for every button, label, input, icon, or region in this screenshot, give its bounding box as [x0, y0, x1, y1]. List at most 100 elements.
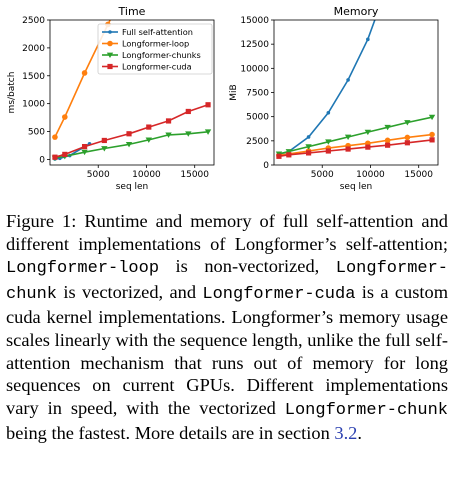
time-title: Time	[118, 5, 146, 18]
memory-y-axis-label: MiB	[229, 84, 239, 100]
memory-point-longformer-cuda	[325, 148, 331, 154]
legend-box	[97, 23, 213, 75]
memory-point-longformer-chunks	[384, 124, 391, 131]
legend-marker-longformer-loop	[107, 40, 113, 47]
legend-label-full-self-attention: Full self-attention	[122, 27, 193, 37]
memory-point-longformer-chunks	[285, 149, 293, 155]
time-point-longformer-cuda	[101, 137, 107, 144]
time-point-longformer-chunks	[101, 146, 108, 152]
legend-marker-longformer-chunks	[106, 52, 114, 58]
memory-point-longformer-chunks	[404, 120, 411, 126]
memory-chart: Memory 5000 10000 15000 0 2500 5000 7500 10000 12…	[229, 4, 439, 192]
caption-text-5: being the fastest. More details are in s…	[6, 423, 335, 444]
time-point-longformer-cuda	[52, 154, 58, 160]
time-point-longformer-chunks	[204, 129, 212, 135]
memory-point-longformer-chunks	[305, 144, 312, 150]
time-point-longformer-cuda	[185, 108, 191, 115]
time-point-longformer-chunks	[185, 131, 192, 137]
time-point-longformer-chunks	[125, 141, 133, 148]
charts-svg: Time 5000 10000 15000 0 500 1000 1500 2000 2500 se…	[7, 4, 439, 192]
time-x-tick-label: 5000	[87, 170, 110, 180]
memory-y-tick-label: 7500	[246, 89, 269, 99]
memory-series-longformer-cuda	[276, 137, 435, 159]
legend: Full self-attentionLongformer-loopLongfo…	[97, 23, 213, 75]
memory-point-longformer-loop	[429, 131, 435, 138]
legend-label-longformer-loop: Longformer-loop	[122, 39, 189, 49]
memory-y-tick-label: 0	[263, 161, 269, 171]
memory-series-longformer-chunks	[275, 114, 436, 157]
memory-point-longformer-cuda	[345, 146, 351, 152]
time-series-longformer-cuda	[52, 102, 211, 160]
time-y-tick-label: 1000	[22, 100, 45, 110]
legend-label-longformer-cuda: Longformer-cuda	[122, 62, 192, 72]
time-y-tick-label: 2500	[22, 16, 45, 26]
memory-point-longformer-chunks	[364, 129, 372, 136]
memory-point-full-self-attention	[366, 37, 370, 42]
memory-y-tick-label: 12500	[240, 40, 269, 50]
time-point-longformer-cuda	[62, 151, 68, 158]
caption-text-6: .	[357, 423, 362, 444]
time-point-longformer-chunks	[165, 132, 172, 138]
memory-point-longformer-cuda	[276, 153, 282, 159]
figure: Time 5000 10000 15000 0 500 1000 1500 2000 2500 se…	[0, 0, 453, 200]
memory-y-tick-label: 15000	[240, 16, 269, 26]
memory-title: Memory	[334, 5, 379, 18]
time-point-longformer-cuda	[146, 124, 152, 130]
time-point-longformer-chunks	[145, 137, 152, 143]
caption-text-2: is non-vectorized,	[159, 256, 336, 277]
time-point-longformer-loop	[62, 114, 68, 120]
time-y-tick-label: 500	[28, 128, 45, 138]
figure-caption: Figure 1: Runtime and memory of full sel…	[6, 210, 448, 445]
time-point-longformer-cuda	[81, 143, 88, 150]
caption-code-chunk-2: Longformer-chunk	[284, 400, 448, 420]
time-x-tick-label: 10000	[132, 170, 161, 180]
time-x-tick-label: 15000	[180, 170, 209, 180]
time-point-longformer-cuda	[205, 102, 211, 108]
time-point-longformer-loop	[81, 70, 88, 76]
time-y-tick-label: 0	[39, 155, 45, 165]
memory-x-tick-label: 15000	[404, 170, 433, 180]
caption-text-1: Figure 1: Runtime and memory of full sel…	[6, 211, 448, 254]
memory-y-tick-label: 5000	[246, 113, 269, 123]
time-point-longformer-chunks	[81, 149, 88, 156]
memory-point-full-self-attention	[306, 135, 311, 139]
memory-x-tick-label: 10000	[356, 170, 385, 180]
memory-y-tick-label: 10000	[240, 64, 269, 74]
time-chart: Time 5000 10000 15000 0 500 1000 1500 2000 2500 se…	[7, 5, 215, 192]
memory-point-longformer-cuda	[404, 140, 410, 146]
time-point-longformer-cuda	[165, 118, 172, 124]
memory-point-full-self-attention	[346, 78, 350, 82]
caption-code-cuda: Longformer-cuda	[202, 284, 356, 304]
legend-marker-longformer-cuda	[107, 63, 113, 70]
time-y-tick-label: 2000	[22, 44, 45, 54]
time-axes-frame	[49, 19, 215, 166]
section-reference-link[interactable]: 3.2	[334, 423, 358, 444]
caption-text-3: is vectorized, and	[57, 281, 203, 302]
time-line-longformer-cuda	[54, 104, 209, 158]
memory-point-longformer-cuda	[305, 150, 312, 156]
memory-x-tick-label: 5000	[311, 170, 334, 180]
time-y-tick-label: 1500	[22, 72, 45, 82]
time-y-axis-label: ms/batch	[7, 72, 17, 114]
memory-x-axis-label: seq len	[340, 182, 373, 192]
memory-point-longformer-loop	[384, 137, 391, 144]
memory-point-full-self-attention	[378, 4, 382, 8]
time-x-axis-label: seq len	[116, 182, 149, 192]
memory-y-tick-label: 2500	[246, 137, 269, 147]
time-point-longformer-loop	[52, 134, 58, 140]
memory-point-longformer-cuda	[429, 137, 435, 143]
memory-point-longformer-loop	[404, 134, 411, 141]
memory-point-longformer-cuda	[385, 142, 391, 148]
memory-point-longformer-chunks	[428, 114, 436, 121]
memory-point-longformer-chunks	[344, 134, 352, 140]
memory-point-longformer-cuda	[286, 152, 292, 158]
memory-point-full-self-attention	[326, 111, 331, 115]
caption-code-chunk: Longformer-chunk	[6, 259, 448, 304]
caption-code-loop: Longformer-loop	[6, 259, 160, 279]
memory-point-longformer-chunks	[325, 139, 332, 145]
time-point-longformer-cuda	[126, 131, 132, 137]
legend-marker-full-self-attention	[108, 30, 112, 34]
memory-axes-frame	[273, 19, 439, 166]
caption-text-4: is a custom cuda kernel implementations.…	[6, 281, 448, 418]
legend-label-longformer-chunks: Longformer-chunks	[122, 50, 201, 60]
